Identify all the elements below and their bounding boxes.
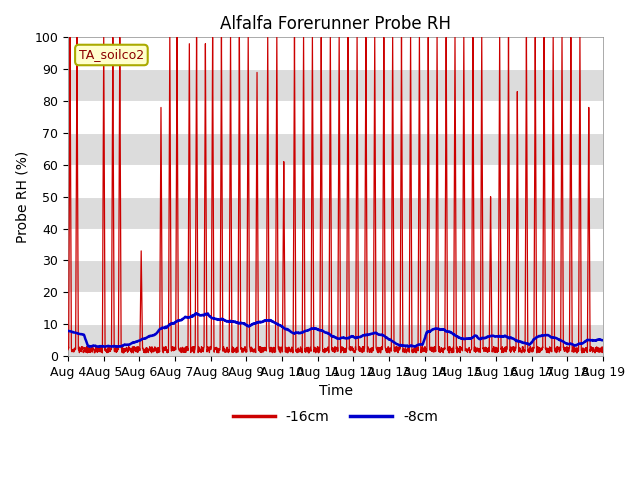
- Bar: [68, 101, 603, 133]
- Bar: [68, 292, 603, 324]
- Bar: [68, 228, 603, 261]
- Bar: [68, 37, 603, 69]
- Y-axis label: Probe RH (%): Probe RH (%): [15, 151, 29, 243]
- Bar: [68, 165, 603, 197]
- X-axis label: Time: Time: [319, 384, 353, 398]
- Title: Alfalfa Forerunner Probe RH: Alfalfa Forerunner Probe RH: [220, 15, 451, 33]
- Legend: -16cm, -8cm: -16cm, -8cm: [227, 405, 444, 430]
- Text: TA_soilco2: TA_soilco2: [79, 48, 144, 61]
